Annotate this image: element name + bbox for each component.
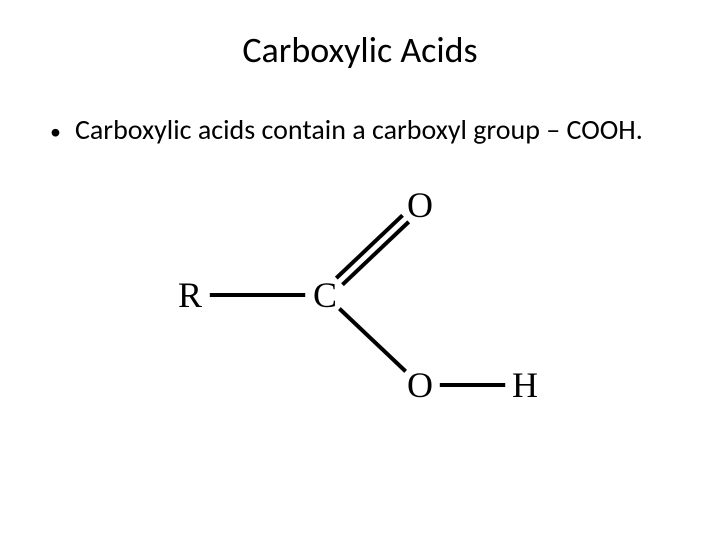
structure-diagram-container: R C O O H <box>40 165 680 435</box>
svg-text:O: O <box>407 365 433 405</box>
carboxyl-structure-svg: R C O O H <box>160 165 560 435</box>
svg-text:R: R <box>178 275 202 315</box>
slide: Carboxylic Acids • Carboxylic acids cont… <box>0 0 720 540</box>
slide-title: Carboxylic Acids <box>40 28 680 72</box>
svg-text:H: H <box>512 365 538 405</box>
svg-text:C: C <box>313 275 337 315</box>
bullet-dot: • <box>50 118 61 146</box>
bullet-text: Carboxylic acids contain a carboxyl grou… <box>75 112 643 147</box>
svg-text:O: O <box>407 185 433 225</box>
bullet-item: • Carboxylic acids contain a carboxyl gr… <box>50 112 660 147</box>
